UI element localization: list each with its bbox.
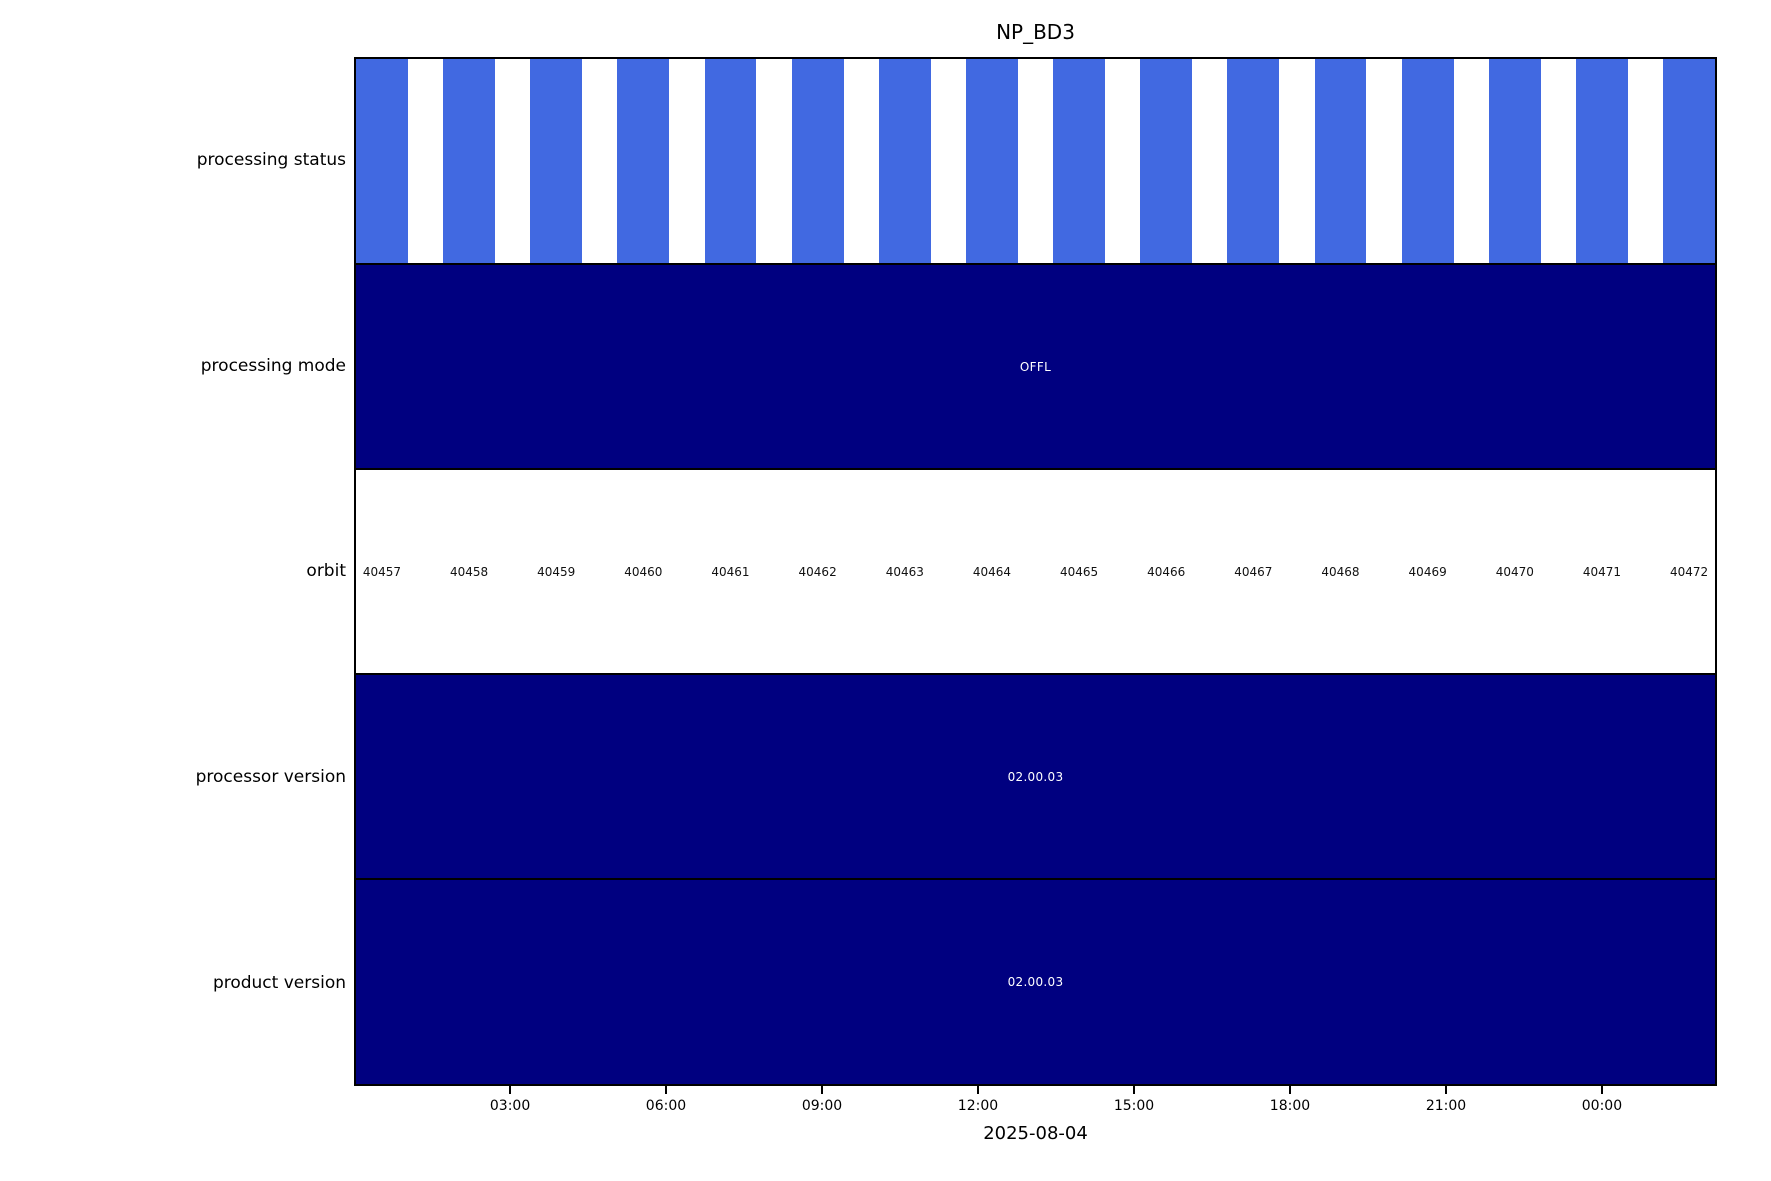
x-axis-tick-label: 03:00	[489, 1098, 531, 1114]
row-processing-mode: OFFL	[356, 264, 1715, 469]
processor-version-value: 02.00.03	[1007, 769, 1064, 784]
processing-status-segment	[617, 59, 670, 264]
processing-status-segment	[1488, 59, 1541, 264]
row-label-product-version: product version	[212, 973, 346, 993]
orbit-number: 40459	[537, 564, 576, 579]
orbit-number: 40461	[711, 564, 750, 579]
processing-status-segment	[704, 59, 757, 264]
row-label-processing-status: processing status	[196, 150, 346, 170]
processing-status-segment	[1401, 59, 1454, 264]
row-label-processing-mode: processing mode	[200, 356, 346, 376]
processing-mode-value: OFFL	[1019, 359, 1052, 374]
row-divider	[356, 878, 1715, 880]
x-axis-tick-label: 15:00	[1113, 1098, 1155, 1114]
orbit-number: 40472	[1669, 564, 1709, 579]
orbit-number: 40468	[1321, 564, 1360, 579]
x-axis: 03:00 06:00 09:00 12:00 15:00 18:00 21:00 00:00	[354, 1086, 1717, 1146]
processing-status-segment	[1314, 59, 1367, 264]
orbit-number: 40471	[1582, 564, 1622, 579]
orbit-number: 40466	[1147, 564, 1186, 579]
processing-status-segment	[1576, 59, 1628, 264]
processing-status-segment	[1227, 59, 1280, 264]
row-label-processor-version: processor version	[195, 767, 346, 787]
processing-status-segment	[966, 59, 1018, 264]
row-product-version: 02.00.03	[356, 879, 1715, 1084]
product-version-value: 02.00.03	[1007, 974, 1064, 989]
x-axis-label: 2025-08-04	[983, 1123, 1088, 1144]
orbit-number: 40457	[362, 564, 402, 579]
orbit-number: 40469	[1408, 564, 1447, 579]
orbit-number: 40464	[972, 564, 1012, 579]
x-axis-tick	[1600, 1086, 1603, 1094]
x-axis-tick	[509, 1086, 512, 1094]
x-axis-tick	[1288, 1086, 1291, 1094]
processing-status-segment	[443, 59, 495, 264]
x-axis-tick	[976, 1086, 979, 1094]
orbit-number: 40462	[798, 564, 837, 579]
row-processing-status	[356, 59, 1715, 264]
x-axis-tick	[1133, 1086, 1136, 1094]
processing-status-segment	[1140, 59, 1193, 264]
orbit-number: 40463	[885, 564, 924, 579]
orbit-number: 40460	[624, 564, 663, 579]
x-axis-tick-label: 09:00	[801, 1098, 843, 1114]
row-orbit: 40457 40458 40459 40460 40461 40462 40463 40464…	[356, 469, 1715, 674]
processing-status-segment	[878, 59, 931, 264]
row-divider	[356, 468, 1715, 470]
processing-status-segment	[356, 59, 408, 264]
orbit-number: 40467	[1234, 564, 1273, 579]
orbit-number: 40465	[1059, 564, 1099, 579]
orbit-number: 40470	[1495, 564, 1534, 579]
row-divider	[356, 263, 1715, 265]
x-axis-tick-label: 06:00	[645, 1098, 687, 1114]
row-divider	[356, 673, 1715, 675]
x-axis-tick	[821, 1086, 824, 1094]
x-axis-tick	[664, 1086, 667, 1094]
orbit-number: 40458	[449, 564, 489, 579]
row-label-orbit: orbit	[306, 561, 346, 581]
x-axis-tick-label: 18:00	[1269, 1098, 1311, 1114]
x-axis-tick-label: 21:00	[1425, 1098, 1467, 1114]
processing-status-segment	[530, 59, 583, 264]
x-axis-tick-label: 00:00	[1581, 1098, 1623, 1114]
x-axis-tick	[1445, 1086, 1448, 1094]
processing-status-segment	[1053, 59, 1105, 264]
plot-area: OFFL 40457 40458 40459 40460 40461 40462 40463…	[354, 57, 1717, 1086]
chart-title: NP_BD3	[996, 20, 1075, 44]
processing-status-segment	[791, 59, 844, 264]
x-axis-tick-label: 12:00	[957, 1098, 999, 1114]
row-processor-version: 02.00.03	[356, 674, 1715, 879]
processing-status-segment	[1663, 59, 1715, 264]
